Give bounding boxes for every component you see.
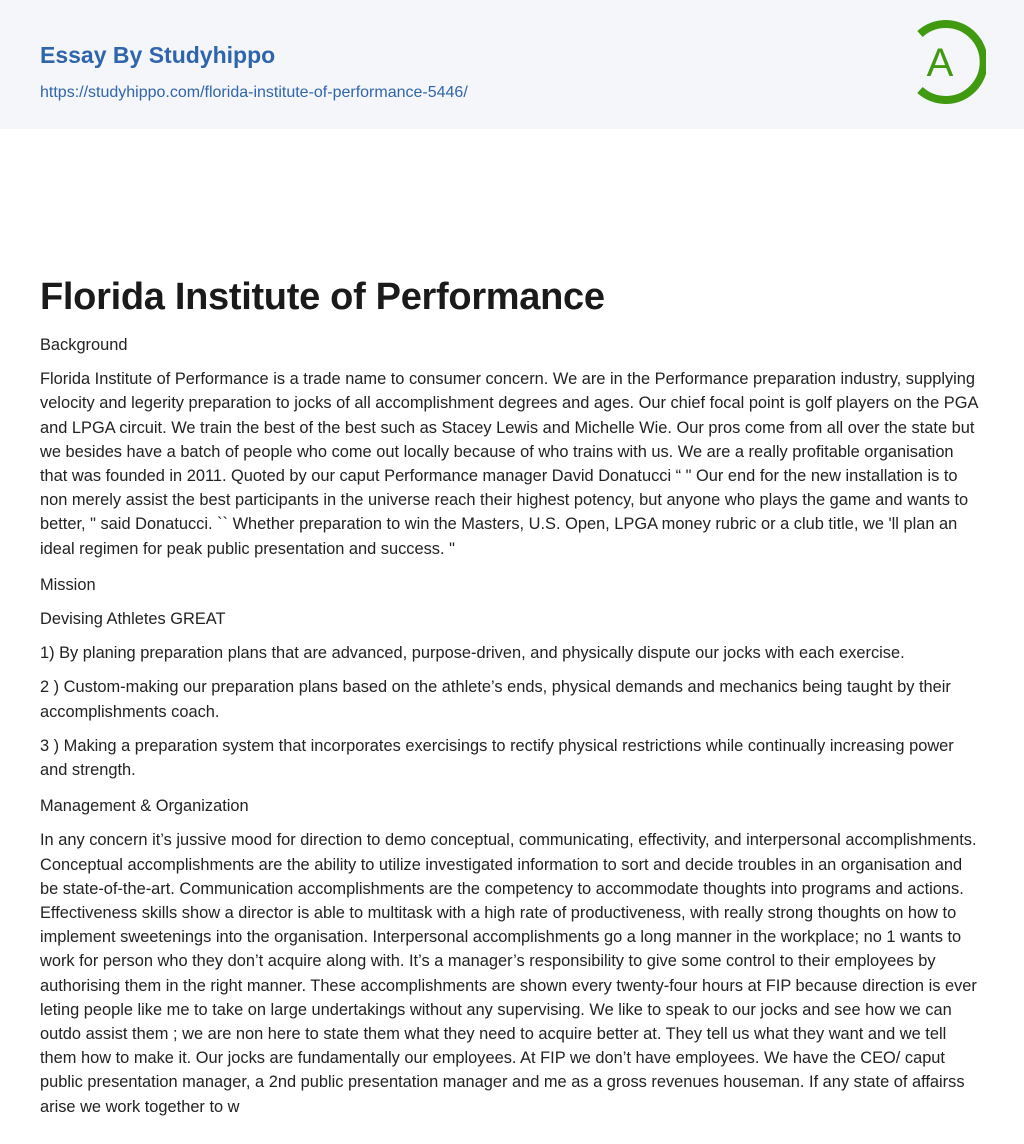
svg-text:A: A: [927, 41, 954, 85]
site-header: Essay By Studyhippo https://studyhippo.c…: [0, 0, 1024, 129]
studyhippo-logo-icon: A: [917, 20, 986, 104]
mission-item-1: 1) By planing preparation plans that are…: [40, 644, 905, 663]
essay-url-link[interactable]: https://studyhippo.com/florida-institute…: [40, 84, 468, 101]
paragraph-mission-subtitle: Devising Athletes GREAT: [40, 610, 226, 629]
paragraph-background: Florida Institute of Performance is a tr…: [40, 370, 978, 558]
section-heading-background: Background: [40, 336, 128, 354]
page-title: Florida Institute of Performance: [40, 276, 605, 318]
section-heading-mission: Mission: [40, 575, 96, 594]
mission-item-2: 2 ) Custom-making our preparation plans …: [40, 678, 951, 721]
section-heading-management: Management & Organization: [40, 797, 249, 816]
essay-content: Florida Institute of Performance Backgro…: [0, 129, 1024, 1119]
brand-title: Essay By Studyhippo: [40, 42, 276, 68]
mission-item-3: 3 ) Making a preparation system that inc…: [40, 736, 954, 780]
paragraph-management: In any concern it’s jussive mood for dir…: [40, 831, 977, 1116]
